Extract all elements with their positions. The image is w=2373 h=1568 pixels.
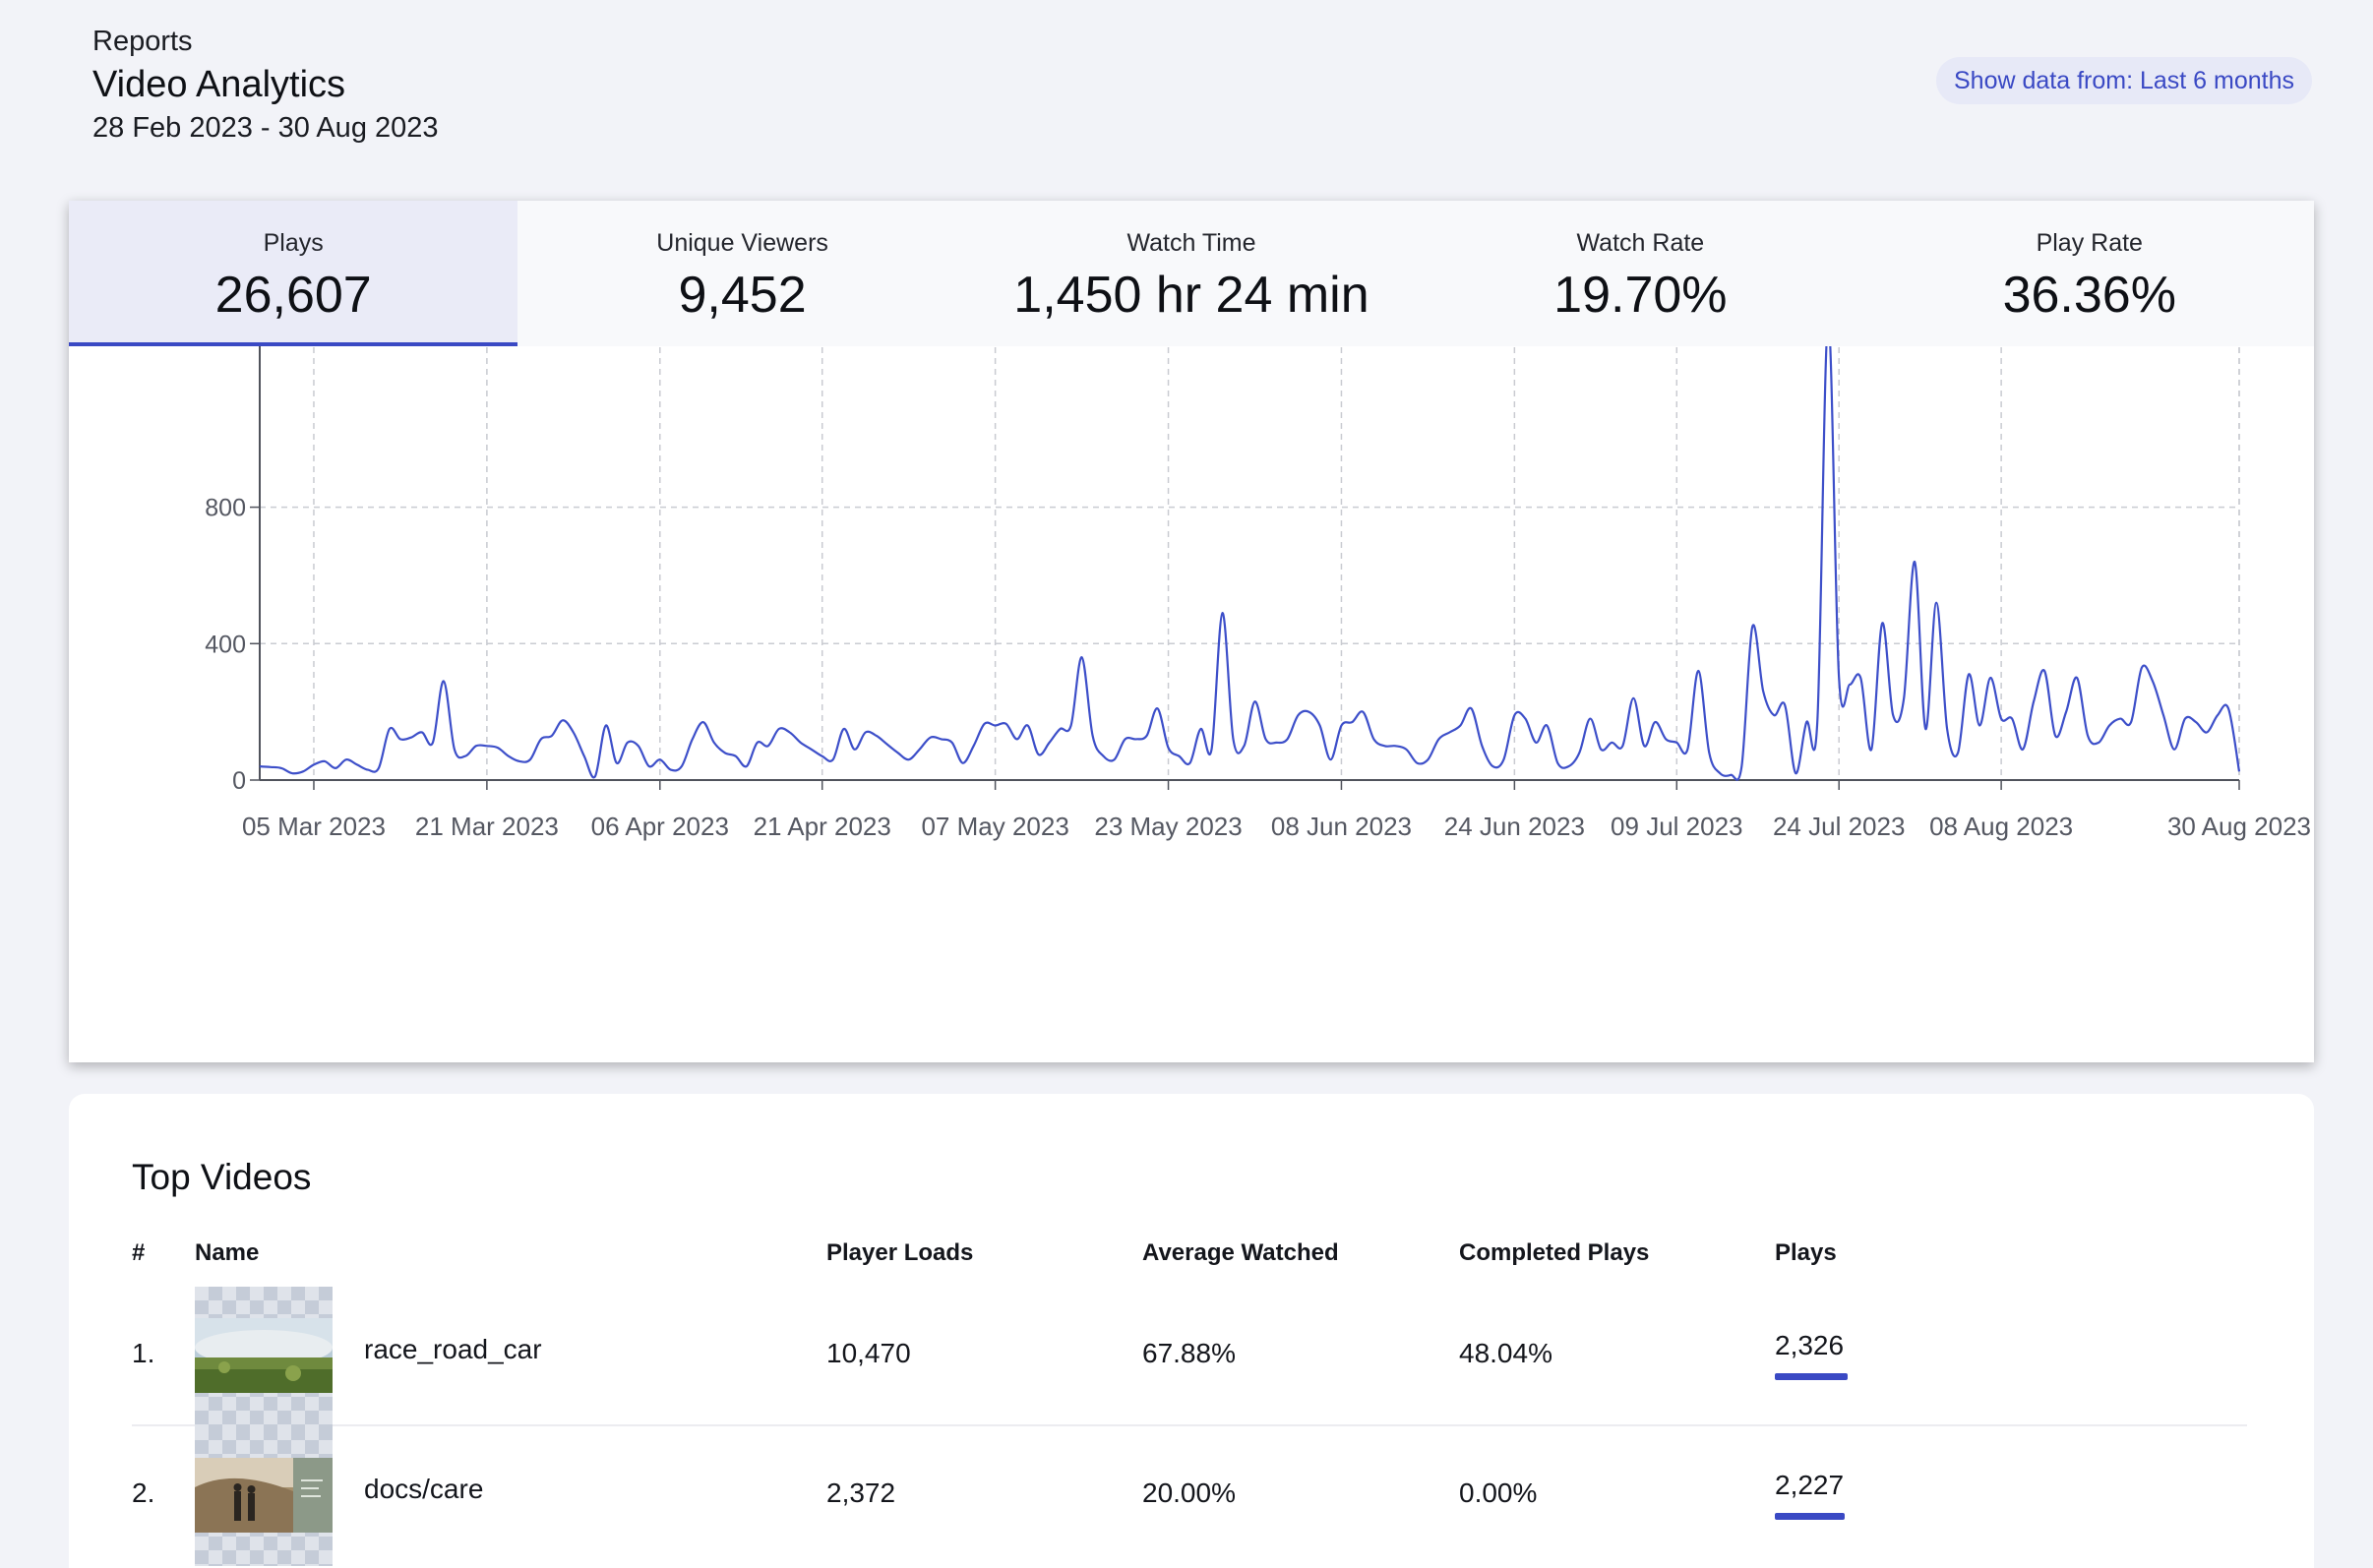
column-header-average-watched[interactable]: Average Watched [1142,1239,1339,1266]
thumbnail-image [195,1318,333,1393]
tab-label: Watch Time [1126,229,1256,257]
column-header-completed-plays[interactable]: Completed Plays [1459,1239,1650,1266]
tab-value: 9,452 [678,267,807,324]
tab-watch-rate[interactable]: Watch Rate 19.70% [1416,201,1864,346]
tab-value: 36.36% [2002,267,2176,324]
tab-play-rate[interactable]: Play Rate 36.36% [1865,201,2314,346]
x-tick-label: 08 Aug 2023 [1929,812,2073,841]
tab-label: Play Rate [2036,229,2143,257]
metric-tabs: Plays 26,607 Unique Viewers 9,452 Watch … [69,201,2314,346]
row-plays: 2,326 [1775,1330,1845,1360]
tab-plays[interactable]: Plays 26,607 [69,201,518,346]
tab-unique-viewers[interactable]: Unique Viewers 9,452 [517,201,966,346]
breadcrumb: Reports [92,26,193,57]
table-row[interactable]: 2. docs/care 2,372 20.00% 0.00% 2,227 [132,1426,2247,1566]
plays-bar [1775,1513,1845,1520]
row-player-loads: 2,372 [826,1478,896,1508]
x-tick-label: 07 May 2023 [921,812,1068,841]
row-average-watched: 20.00% [1142,1478,1236,1508]
column-header-rank: # [132,1239,146,1266]
x-tick-label: 09 Jul 2023 [1611,812,1742,841]
thumbnail-image [195,1458,333,1533]
video-thumbnail[interactable] [195,1426,333,1566]
x-tick-label: 24 Jul 2023 [1773,812,1905,841]
top-videos-title: Top Videos [132,1157,312,1197]
page-header: Reports Video Analytics 28 Feb 2023 - 30… [92,24,439,146]
tab-label: Plays [263,229,324,257]
column-header-plays[interactable]: Plays [1775,1239,1837,1266]
page-title: Video Analytics [92,64,346,105]
row-player-loads: 10,470 [826,1338,911,1368]
table-row[interactable]: 1. race_road_car 10,470 67.88% 48.04% 2,… [132,1287,2247,1426]
tab-label: Watch Rate [1576,229,1705,257]
plays-bar [1775,1373,1848,1380]
x-tick-label: 24 Jun 2023 [1444,812,1585,841]
x-tick-label: 06 Apr 2023 [591,812,729,841]
x-tick-label: 05 Mar 2023 [242,812,386,841]
video-name-link[interactable]: docs/care [364,1474,484,1504]
chart-grid [260,346,2240,780]
stats-card: Plays 26,607 Unique Viewers 9,452 Watch … [69,201,2314,1062]
y-tick-label: 0 [232,767,246,795]
row-completed-plays: 0.00% [1459,1478,1538,1508]
row-plays: 2,227 [1775,1470,1845,1500]
tab-label: Unique Viewers [656,229,828,257]
row-completed-plays: 48.04% [1459,1338,1552,1368]
x-tick-label: 21 Mar 2023 [415,812,559,841]
x-tick-label: 21 Apr 2023 [754,812,891,841]
tab-watch-time[interactable]: Watch Time 1,450 hr 24 min [967,201,1416,346]
y-tick-label: 800 [205,495,246,522]
video-thumbnail[interactable] [195,1287,333,1426]
row-average-watched: 67.88% [1142,1338,1236,1368]
column-header-player-loads[interactable]: Player Loads [826,1239,974,1266]
video-name-link[interactable]: race_road_car [364,1334,542,1364]
tab-value: 26,607 [214,267,372,324]
x-tick-label: 23 May 2023 [1094,812,1242,841]
date-range-selector-button[interactable]: Show data from: Last 6 months [1935,57,2312,104]
date-range: 28 Feb 2023 - 30 Aug 2023 [92,112,439,144]
column-header-name[interactable]: Name [195,1239,260,1266]
y-tick-label: 400 [205,631,246,658]
tab-value: 19.70% [1553,267,1728,324]
top-videos-card: Top Videos # Name Player Loads Average W… [69,1094,2314,1568]
chart-series [259,346,2241,781]
tab-value: 1,450 hr 24 min [1013,267,1369,324]
row-rank: 2. [132,1478,155,1508]
plays-series-line [259,346,2241,781]
row-rank: 1. [132,1338,155,1368]
x-tick-label: 08 Jun 2023 [1271,812,1412,841]
x-tick-label: 30 Aug 2023 [2167,812,2311,841]
